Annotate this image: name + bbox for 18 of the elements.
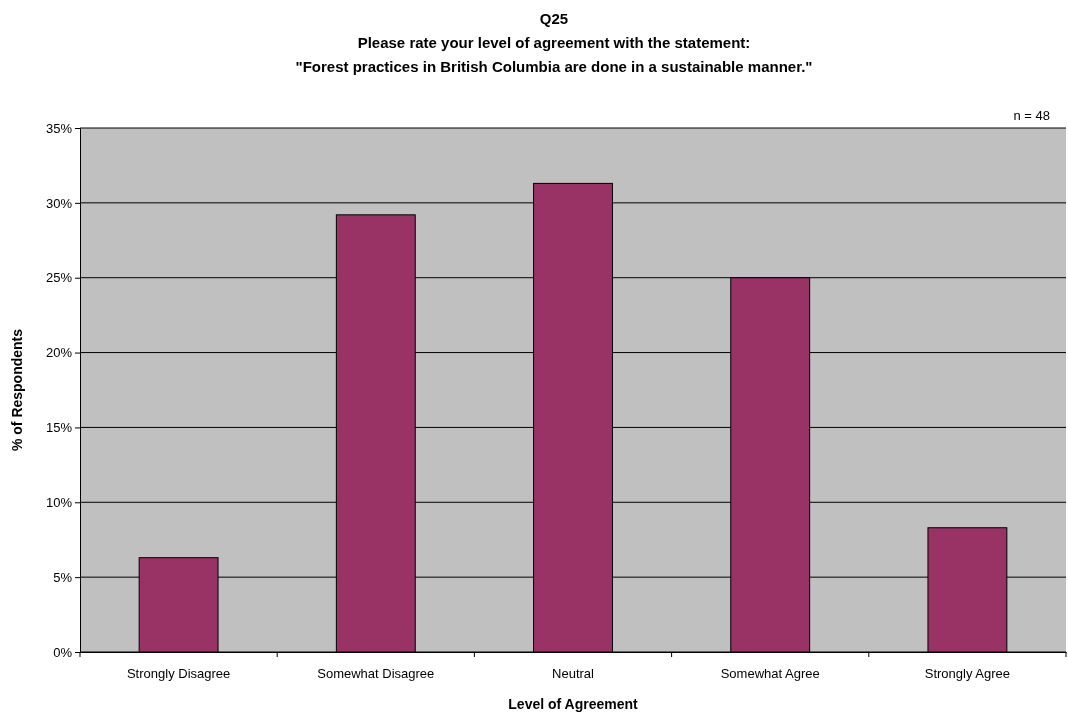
x-tick-label: Neutral [552, 666, 595, 682]
chart-subtitle: Please rate your level of agreement with the statement: "Forest practices in British Columbia are done in a sustainable manner." [295, 34, 813, 75]
y-tick-label: 5% [53, 569, 73, 585]
x-tick-label: Somewhat Agree [720, 666, 820, 682]
text: n = 48 [1013, 108, 1050, 123]
x-axis-title: Level of Agreement [508, 696, 639, 712]
y-tick-label: 25% [45, 270, 73, 286]
y-tick-label: 15% [45, 420, 73, 436]
chart-title: Q25 [539, 10, 569, 27]
y-tick-label: 35% [45, 120, 73, 136]
y-tick-label: 30% [45, 195, 73, 211]
x-tick-label: Somewhat Disagree [317, 666, 435, 682]
y-axis-title: % of Respondents [9, 328, 25, 452]
x-tick-label: Strongly Agree [924, 666, 1011, 682]
y-tick-label: 0% [53, 644, 73, 660]
y-tick-label: 20% [45, 345, 73, 361]
y-tick-label: 10% [45, 494, 73, 510]
x-tick-label: Strongly Disagree [126, 666, 231, 682]
